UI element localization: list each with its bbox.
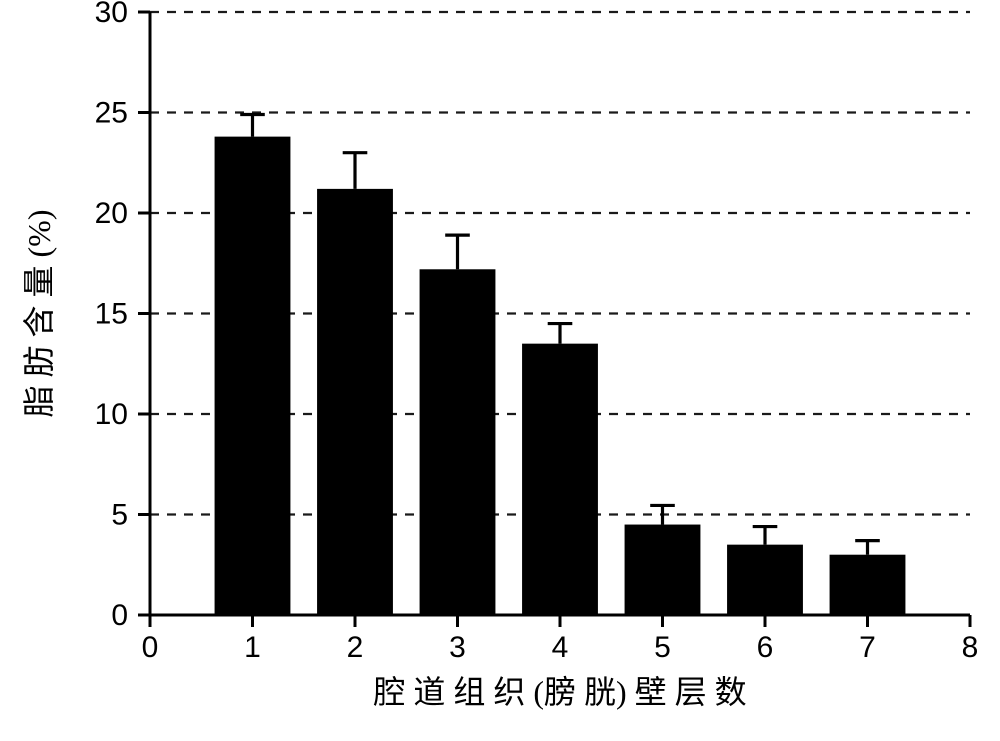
- y-tick-label: 5: [111, 499, 128, 532]
- x-tick-label: 8: [962, 631, 979, 664]
- y-tick-label: 25: [95, 97, 128, 130]
- bar: [215, 137, 291, 615]
- x-tick-label: 0: [142, 631, 159, 664]
- x-tick-label: 1: [244, 631, 261, 664]
- x-tick-label: 6: [757, 631, 774, 664]
- y-tick-label: 15: [95, 298, 128, 331]
- x-tick-label: 7: [859, 631, 876, 664]
- y-axis-label: 脂 肪 含 量 (%): [21, 210, 57, 418]
- bar: [420, 269, 496, 615]
- bar: [317, 189, 393, 615]
- x-tick-label: 2: [347, 631, 364, 664]
- bar: [522, 344, 598, 615]
- x-tick-label: 3: [449, 631, 466, 664]
- bar: [625, 525, 701, 615]
- y-tick-label: 30: [95, 0, 128, 29]
- y-tick-label: 0: [111, 599, 128, 632]
- y-tick-label: 20: [95, 197, 128, 230]
- bar-chart: 0 1 2 3 4 5 6 7 8 0 5 10 15 20 25 30 腔 道 组 织 (膀 胱) 壁 层 数…: [0, 0, 1000, 736]
- bar: [830, 555, 906, 615]
- x-tick-label: 4: [552, 631, 569, 664]
- chart-svg: 0 1 2 3 4 5 6 7 8 0 5 10 15 20 25 30 腔 道 组 织 (膀 胱) 壁 层 数…: [0, 0, 1000, 736]
- bar: [727, 545, 803, 615]
- y-tick-label: 10: [95, 398, 128, 431]
- x-axis-label: 腔 道 组 织 (膀 胱) 壁 层 数: [373, 674, 746, 710]
- x-tick-label: 5: [654, 631, 671, 664]
